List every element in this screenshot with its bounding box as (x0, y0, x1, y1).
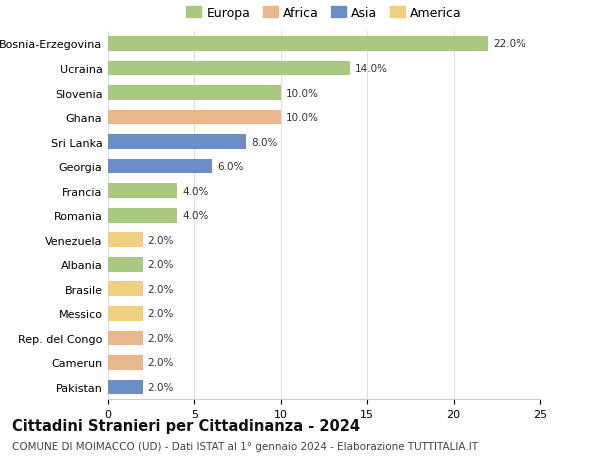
Text: 2.0%: 2.0% (148, 284, 174, 294)
Text: 2.0%: 2.0% (148, 260, 174, 270)
Bar (108, 86, 281, 101)
Text: 6.0%: 6.0% (217, 162, 243, 172)
Text: 10.0%: 10.0% (286, 113, 319, 123)
Text: 14.0%: 14.0% (355, 64, 388, 74)
Text: COMUNE DI MOIMACCO (UD) - Dati ISTAT al 1° gennaio 2024 - Elaborazione TUTTITALI: COMUNE DI MOIMACCO (UD) - Dati ISTAT al … (12, 441, 478, 451)
Bar (108, 111, 281, 125)
Bar (108, 380, 143, 394)
Bar (108, 282, 143, 297)
Bar (108, 62, 350, 76)
Bar (108, 331, 143, 346)
Text: 2.0%: 2.0% (148, 382, 174, 392)
Text: 22.0%: 22.0% (493, 39, 526, 50)
Bar (108, 355, 143, 370)
Text: Cittadini Stranieri per Cittadinanza - 2024: Cittadini Stranieri per Cittadinanza - 2… (12, 418, 360, 433)
Bar (108, 306, 143, 321)
Text: 2.0%: 2.0% (148, 358, 174, 368)
Text: 4.0%: 4.0% (182, 211, 209, 221)
Text: 2.0%: 2.0% (148, 235, 174, 245)
Bar (108, 233, 143, 247)
Bar (108, 257, 143, 272)
Bar (108, 208, 177, 223)
Bar (108, 135, 246, 150)
Text: 10.0%: 10.0% (286, 88, 319, 98)
Text: 2.0%: 2.0% (148, 308, 174, 319)
Bar (108, 159, 212, 174)
Text: 8.0%: 8.0% (251, 137, 278, 147)
Bar (108, 184, 177, 199)
Legend: Europa, Africa, Asia, America: Europa, Africa, Asia, America (184, 4, 464, 22)
Text: 4.0%: 4.0% (182, 186, 209, 196)
Bar (108, 37, 488, 52)
Text: 2.0%: 2.0% (148, 333, 174, 343)
